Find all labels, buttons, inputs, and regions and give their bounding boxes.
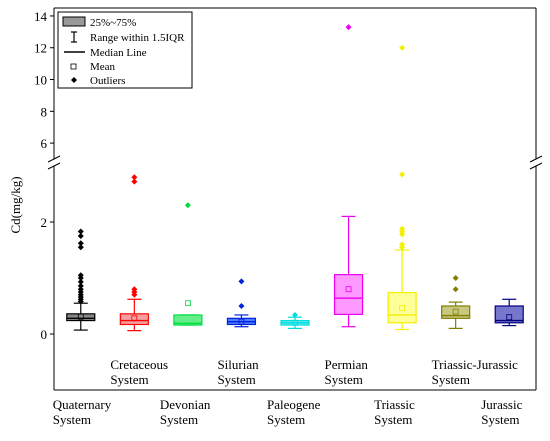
y-axis-label: Cd(mg/kg) [8,176,23,233]
legend-whisker-swatch [71,31,77,43]
outlier-point [77,244,84,251]
outlier-point [131,178,138,185]
y-tick-label: 14 [34,9,48,24]
outlier-point [399,44,406,51]
outlier-point [77,286,84,293]
outlier-point [292,311,298,318]
axis-break-mark [47,155,61,163]
outlier-point [184,202,191,209]
category-label: Permian [325,357,369,372]
mean-marker [131,315,138,322]
outlier-point [399,225,406,232]
category-label: Paleogene [267,397,321,412]
legend-box-swatch [62,16,86,27]
legend: 25%~75% Range within 1.5IQR Median Line … [57,11,193,89]
box [333,274,364,316]
category-label-line2: System [374,412,412,427]
outlier-point [77,272,84,279]
category-label-line2: System [481,412,519,427]
legend-box-label: 25%~75% [90,17,136,29]
category-label-line2: System [432,372,470,387]
category-label: Triassic [374,397,415,412]
plot-layer: 0268101214QuaternarySystemCretaceousSyst… [34,7,543,427]
box [173,314,203,326]
outlier-point [345,24,352,31]
axis-break-mark [529,155,543,163]
y-tick-label: 0 [41,327,48,342]
legend-outlier-label: Outliers [90,75,125,87]
outlier-point [77,282,84,289]
category-label-line2: System [217,372,255,387]
y-tick-label: 12 [34,41,47,56]
outlier-point [238,303,245,309]
category-label: Jurassic [481,397,522,412]
box [66,313,96,322]
y-tick-label: 8 [41,104,48,119]
axis-break-mark [529,162,543,170]
mean-marker [399,305,406,312]
legend-whisker-label: Range within 1.5IQR [90,32,185,44]
outlier-point [77,233,84,239]
category-label: Quaternary [53,397,112,412]
category-label: Silurian [217,357,259,372]
outlier-point [452,275,459,281]
legend-outlier-swatch [71,77,77,83]
mean-marker [238,318,245,325]
category-label-line2: System [110,372,148,387]
mean-marker [506,314,513,321]
box [119,313,149,326]
category-label-line2: System [325,372,363,387]
legend-median-label: Median Line [90,47,147,59]
outlier-point [238,278,245,285]
y-tick-label: 2 [41,215,48,230]
mean-marker [292,319,298,326]
outlier-point [77,228,84,235]
mean-marker [345,286,352,293]
outlier-point [399,241,406,248]
y-tick-label: 10 [34,73,47,88]
mean-marker [452,308,459,315]
y-tick-label: 6 [41,136,48,151]
category-label-line2: System [53,412,91,427]
category-label: Cretaceous [110,357,168,372]
mean-marker [77,313,84,320]
legend-mean-label: Mean [90,61,116,73]
outlier-point [131,286,138,293]
mean-marker [184,300,191,307]
outlier-point [452,286,459,293]
category-label: Devonian [160,397,211,412]
outlier-point [131,174,138,181]
category-label-line2: System [160,412,198,427]
outlier-point [77,240,84,247]
category-label: Triassic-Jurassic [432,357,518,372]
box [387,291,417,324]
axis-break-mark [47,162,61,170]
outlier-point [399,171,406,178]
box [441,305,471,319]
category-label-line2: System [267,412,305,427]
legend-mean-swatch [70,63,77,70]
outlier-point [77,278,84,285]
